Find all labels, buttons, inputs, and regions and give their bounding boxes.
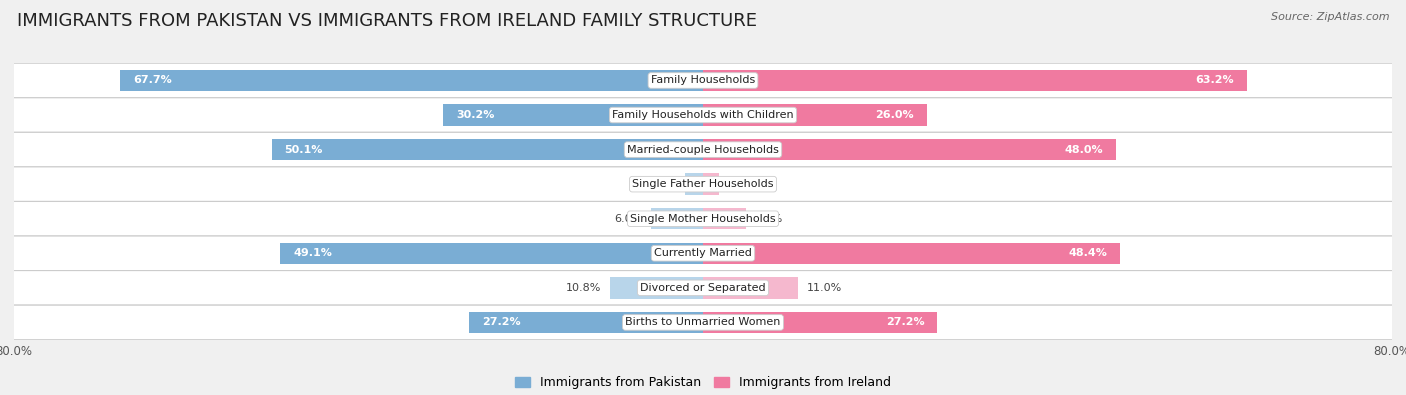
Text: 6.0%: 6.0% (614, 214, 643, 224)
Text: 67.7%: 67.7% (134, 75, 172, 85)
Bar (120, 70, 703, 91)
FancyBboxPatch shape (6, 63, 1400, 98)
Text: Source: ZipAtlas.com: Source: ZipAtlas.com (1271, 12, 1389, 22)
Bar (651, 208, 703, 229)
Text: 1.8%: 1.8% (727, 179, 755, 189)
Text: Family Households: Family Households (651, 75, 755, 85)
Text: IMMIGRANTS FROM PAKISTAN VS IMMIGRANTS FROM IRELAND FAMILY STRUCTURE: IMMIGRANTS FROM PAKISTAN VS IMMIGRANTS F… (17, 12, 756, 30)
Text: 11.0%: 11.0% (807, 283, 842, 293)
FancyBboxPatch shape (6, 305, 1400, 340)
Bar (703, 139, 1116, 160)
Text: Currently Married: Currently Married (654, 248, 752, 258)
Text: 27.2%: 27.2% (482, 318, 520, 327)
Text: Family Households with Children: Family Households with Children (612, 110, 794, 120)
Bar (443, 104, 703, 126)
Text: Births to Unmarried Women: Births to Unmarried Women (626, 318, 780, 327)
Bar (703, 312, 938, 333)
Bar (703, 208, 747, 229)
FancyBboxPatch shape (6, 271, 1400, 305)
Bar (280, 243, 703, 264)
Bar (468, 312, 703, 333)
Bar (703, 173, 718, 195)
Text: 50.1%: 50.1% (284, 145, 323, 154)
Text: 26.0%: 26.0% (876, 110, 914, 120)
Bar (703, 70, 1247, 91)
Bar (703, 104, 927, 126)
Bar (703, 243, 1119, 264)
Bar (610, 277, 703, 299)
FancyBboxPatch shape (6, 201, 1400, 236)
Text: Married-couple Households: Married-couple Households (627, 145, 779, 154)
Text: 48.0%: 48.0% (1064, 145, 1104, 154)
Text: 27.2%: 27.2% (886, 318, 924, 327)
FancyBboxPatch shape (6, 236, 1400, 271)
Bar (685, 173, 703, 195)
Legend: Immigrants from Pakistan, Immigrants from Ireland: Immigrants from Pakistan, Immigrants fro… (510, 371, 896, 394)
Text: 10.8%: 10.8% (567, 283, 602, 293)
FancyBboxPatch shape (6, 98, 1400, 132)
Text: Single Father Households: Single Father Households (633, 179, 773, 189)
Text: Single Mother Households: Single Mother Households (630, 214, 776, 224)
Text: 2.1%: 2.1% (648, 179, 676, 189)
FancyBboxPatch shape (6, 132, 1400, 167)
Text: 48.4%: 48.4% (1069, 248, 1107, 258)
Bar (703, 277, 797, 299)
Text: 30.2%: 30.2% (456, 110, 495, 120)
Text: Divorced or Separated: Divorced or Separated (640, 283, 766, 293)
Bar (271, 139, 703, 160)
FancyBboxPatch shape (6, 167, 1400, 201)
Text: 5.0%: 5.0% (755, 214, 783, 224)
Text: 49.1%: 49.1% (292, 248, 332, 258)
Text: 63.2%: 63.2% (1195, 75, 1234, 85)
